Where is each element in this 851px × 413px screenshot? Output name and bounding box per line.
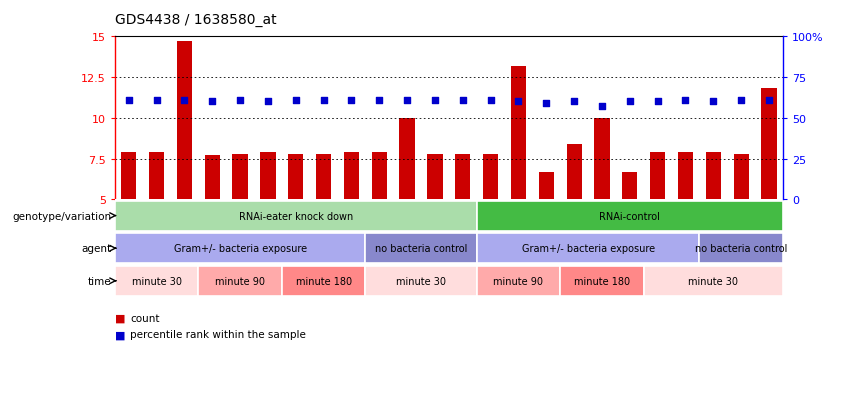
Bar (560, 266, 643, 296)
Bar (121, 153, 136, 200)
Bar (455, 154, 471, 200)
Bar (365, 266, 477, 296)
Bar (762, 89, 777, 200)
Bar (115, 266, 198, 296)
Bar (344, 153, 359, 200)
Bar (288, 154, 304, 200)
Point (511, 99, 525, 105)
Bar (115, 201, 477, 231)
Point (261, 99, 275, 105)
Text: ■: ■ (115, 313, 125, 323)
Point (150, 97, 163, 104)
Bar (316, 154, 331, 200)
Bar (622, 172, 637, 200)
Bar (232, 154, 248, 200)
Point (400, 97, 414, 104)
Text: minute 30: minute 30 (132, 276, 181, 286)
Point (623, 99, 637, 105)
Bar (650, 153, 665, 200)
Point (317, 97, 330, 104)
Text: minute 30: minute 30 (396, 276, 446, 286)
Bar (399, 119, 414, 200)
Text: Gram+/- bacteria exposure: Gram+/- bacteria exposure (174, 244, 306, 254)
Point (651, 99, 665, 105)
Text: agent: agent (82, 244, 111, 254)
Bar (594, 119, 609, 200)
Bar (477, 266, 560, 296)
Text: minute 90: minute 90 (215, 276, 266, 286)
Point (762, 97, 776, 104)
Point (456, 97, 470, 104)
Text: minute 180: minute 180 (574, 276, 630, 286)
Bar (115, 234, 365, 263)
Bar (477, 201, 783, 231)
Text: RNAi-eater knock down: RNAi-eater knock down (238, 211, 353, 221)
Text: minute 90: minute 90 (494, 276, 544, 286)
Text: no bacteria control: no bacteria control (375, 244, 467, 254)
Text: minute 30: minute 30 (688, 276, 739, 286)
Point (205, 99, 219, 105)
Point (233, 97, 247, 104)
Point (484, 97, 498, 104)
Bar (700, 234, 783, 263)
Point (734, 97, 748, 104)
Bar (483, 154, 499, 200)
Bar (204, 156, 220, 200)
Point (289, 97, 303, 104)
Bar (198, 266, 282, 296)
Point (706, 99, 720, 105)
Bar (678, 153, 694, 200)
Bar (705, 153, 721, 200)
Point (595, 104, 608, 110)
Point (345, 97, 358, 104)
Point (428, 97, 442, 104)
Text: no bacteria control: no bacteria control (695, 244, 787, 254)
Bar (477, 234, 700, 263)
Text: minute 180: minute 180 (295, 276, 351, 286)
Text: genotype/variation: genotype/variation (13, 211, 111, 221)
Bar (427, 154, 443, 200)
Point (679, 97, 693, 104)
Bar (372, 153, 387, 200)
Point (373, 97, 386, 104)
Text: percentile rank within the sample: percentile rank within the sample (130, 330, 306, 339)
Bar (365, 234, 477, 263)
Point (178, 97, 191, 104)
Text: ■: ■ (115, 330, 125, 339)
Bar (567, 145, 582, 200)
Text: Gram+/- bacteria exposure: Gram+/- bacteria exposure (522, 244, 654, 254)
Bar (539, 172, 554, 200)
Text: GDS4438 / 1638580_at: GDS4438 / 1638580_at (115, 13, 277, 27)
Bar (643, 266, 783, 296)
Text: RNAi-control: RNAi-control (599, 211, 660, 221)
Point (540, 100, 553, 107)
Bar (282, 266, 365, 296)
Point (122, 97, 135, 104)
Text: time: time (88, 276, 111, 286)
Point (568, 99, 581, 105)
Bar (177, 42, 192, 200)
Bar (511, 66, 526, 200)
Text: count: count (130, 313, 160, 323)
Bar (149, 153, 164, 200)
Bar (734, 154, 749, 200)
Bar (260, 153, 276, 200)
